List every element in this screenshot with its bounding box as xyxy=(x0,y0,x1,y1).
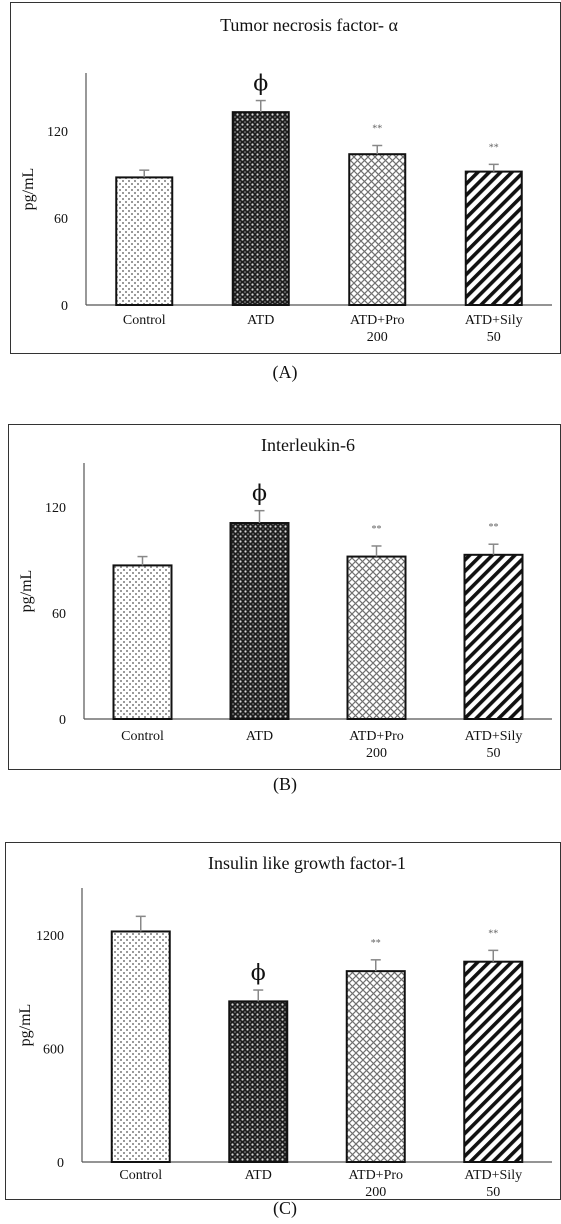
chart-c-ytick-label: 0 xyxy=(57,1156,64,1171)
chart-a-bar-annotation: ** xyxy=(489,142,499,153)
chart-a-ylabel: pg/mL xyxy=(20,168,37,211)
chart-a-title: Tumor necrosis factor- α xyxy=(220,15,398,35)
chart-b-bar xyxy=(346,555,407,720)
chart-c-category-label: ATD+Sily 50 xyxy=(464,1168,522,1200)
chart-b-category-label: ATD+Pro 200 xyxy=(349,729,404,761)
chart-panel-a: Tumor necrosis factor- α pg/mL 0 60 120 Contr… xyxy=(10,2,561,354)
chart-c-bar xyxy=(345,970,406,1163)
chart-c-category-label: ATD+Pro 200 xyxy=(348,1168,403,1200)
chart-b-title: Interleukin-6 xyxy=(261,435,355,455)
chart-c-category-label: Control xyxy=(119,1168,162,1183)
chart-a-ytick-label: 120 xyxy=(47,125,68,140)
chart-c-category-label: ATD xyxy=(245,1168,272,1183)
chart-a-error-bar xyxy=(255,99,266,113)
chart-b-bar xyxy=(463,553,524,720)
chart-panel-c: Insulin like growth factor-1 pg/mL 0 600 120… xyxy=(5,842,561,1200)
chart-c-error-bar xyxy=(488,949,499,962)
chart-c-svg: Insulin like growth factor-1 pg/mL 0 600 120… xyxy=(17,853,552,1200)
chart-a-bar xyxy=(464,170,523,306)
chart-b-error-bar xyxy=(488,543,499,555)
chart-a-bar-annotation: ** xyxy=(372,124,382,135)
chart-b-category-label: ATD xyxy=(246,729,273,744)
panel-letter-b: (B) xyxy=(273,774,297,794)
chart-a-bar xyxy=(115,176,174,306)
chart-b-error-bar xyxy=(137,555,148,566)
chart-a-error-bar xyxy=(488,163,499,172)
chart-b-bar-annotation: ϕ xyxy=(252,482,267,507)
chart-c-ytick-label: 600 xyxy=(43,1043,64,1058)
chart-a-bar xyxy=(231,111,290,307)
chart-c-bar-annotation: ** xyxy=(371,938,381,949)
chart-c-bar-annotation: ϕ xyxy=(251,961,266,986)
chart-b-ytick-label: 120 xyxy=(45,501,66,516)
chart-a-category-label: ATD+Sily 50 xyxy=(465,313,523,345)
chart-a-category-label: ATD xyxy=(247,313,274,328)
chart-c-error-bar xyxy=(253,989,264,1002)
chart-c-ylabel: pg/mL xyxy=(17,1004,34,1047)
chart-c-bar-annotation: ** xyxy=(488,928,498,939)
panel-letter-a: (A) xyxy=(272,362,298,382)
chart-c-bar xyxy=(463,960,524,1163)
chart-c-error-bar xyxy=(135,915,146,932)
chart-b-error-bar xyxy=(254,509,265,524)
panel-letter-c: (C) xyxy=(273,1198,297,1218)
chart-a-error-bar xyxy=(139,169,150,178)
chart-b-bar xyxy=(112,564,173,720)
chart-a-ytick-label: 60 xyxy=(54,212,68,227)
chart-panel-b: Interleukin-6 pg/mL 0 60 120 Control ϕ ATD ** ATD… xyxy=(8,424,561,770)
chart-c-bar xyxy=(110,930,171,1163)
chart-a-error-bar xyxy=(372,144,383,155)
chart-b-category-label: ATD+Sily 50 xyxy=(465,729,523,761)
chart-b-ylabel: pg/mL xyxy=(18,570,35,613)
chart-a-ytick-label: 0 xyxy=(61,299,68,314)
chart-c-title: Insulin like growth factor-1 xyxy=(208,853,406,873)
chart-a-svg: Tumor necrosis factor- α pg/mL 0 60 120 Contr… xyxy=(20,15,552,345)
chart-b-ytick-label: 60 xyxy=(52,607,66,622)
chart-a-bar-annotation: ϕ xyxy=(253,72,268,97)
chart-b-error-bar xyxy=(371,545,382,557)
chart-b-ytick-label: 0 xyxy=(59,713,66,728)
chart-c-error-bar xyxy=(370,959,381,972)
chart-b-category-label: Control xyxy=(121,729,164,744)
chart-a-category-label: Control xyxy=(123,313,166,328)
chart-b-bar-annotation: ** xyxy=(489,522,499,533)
chart-b-bar xyxy=(229,522,290,720)
chart-b-svg: Interleukin-6 pg/mL 0 60 120 Control ϕ ATD ** ATD… xyxy=(18,435,552,761)
chart-c-ytick-label: 1200 xyxy=(36,929,64,944)
chart-a-bar xyxy=(348,153,407,306)
chart-c-bar xyxy=(228,1000,289,1163)
chart-b-bar-annotation: ** xyxy=(372,524,382,535)
chart-a-category-label: ATD+Pro 200 xyxy=(350,313,405,345)
